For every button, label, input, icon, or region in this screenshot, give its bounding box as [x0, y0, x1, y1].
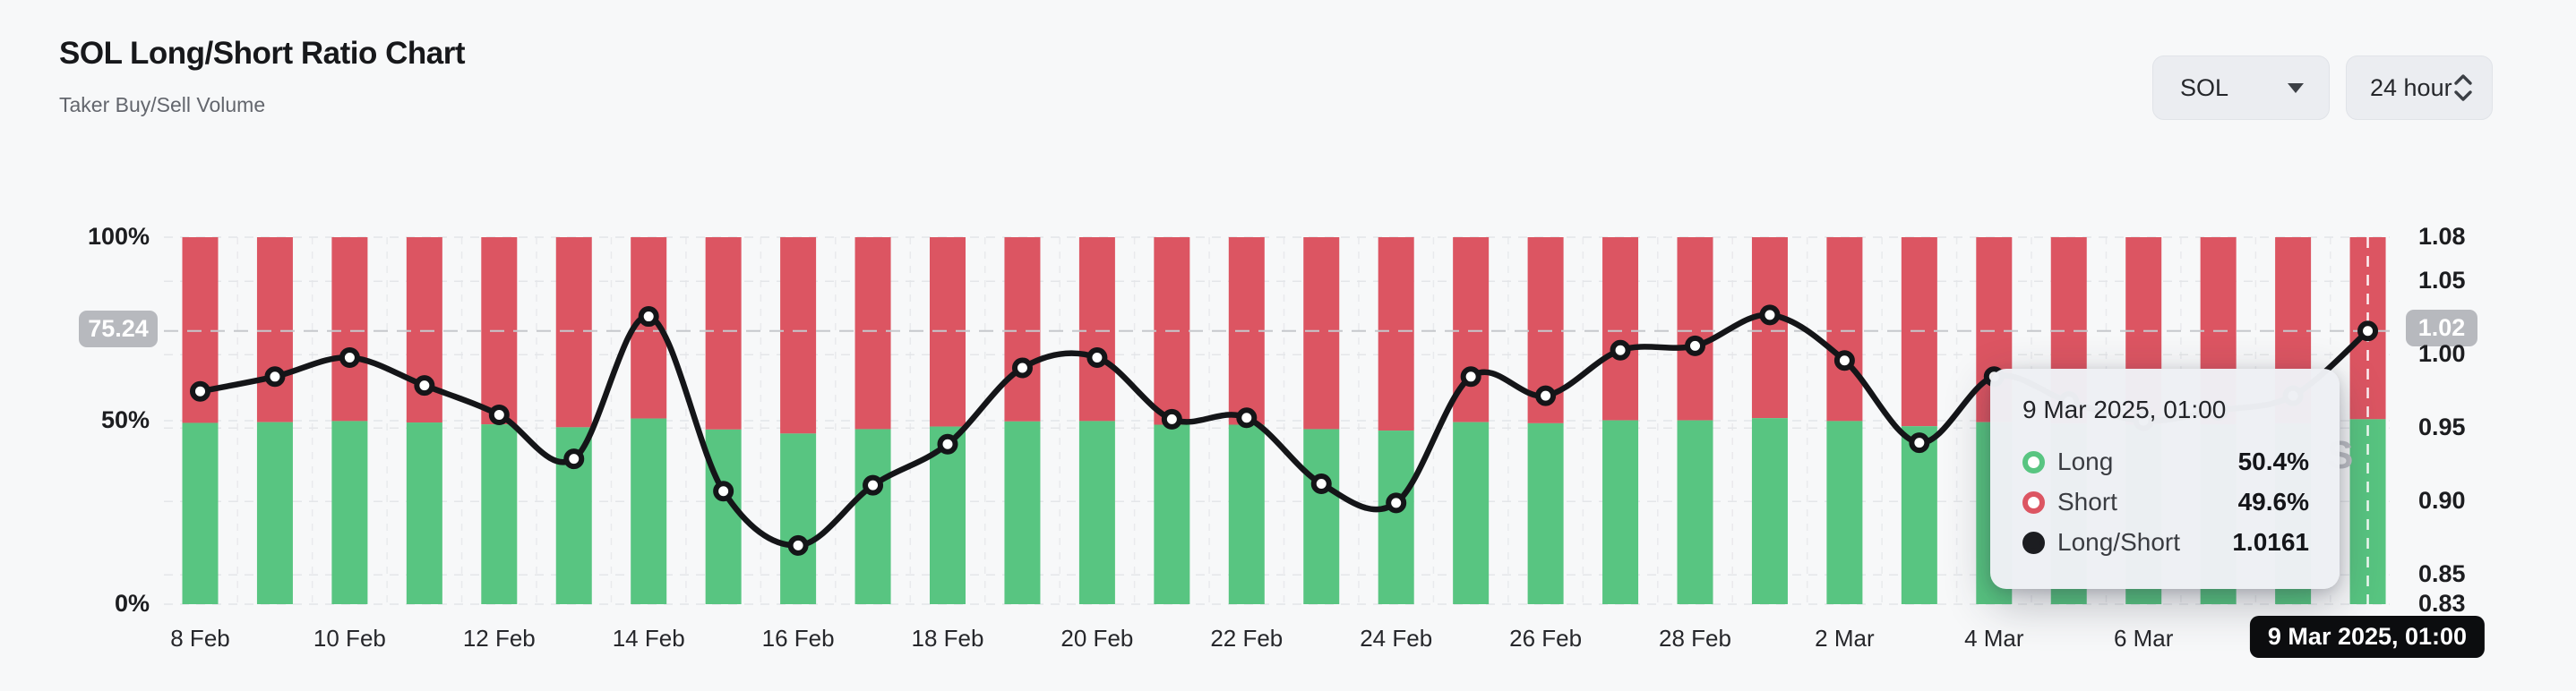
symbol-select[interactable]: SOL	[2152, 55, 2330, 120]
bar-short-segment[interactable]	[1303, 237, 1340, 430]
bar-long-segment[interactable]	[331, 421, 368, 604]
bar-short-segment[interactable]	[705, 237, 742, 430]
tooltip-date: 9 Mar 2025, 01:00	[2022, 396, 2227, 423]
bar-long-segment[interactable]	[1602, 420, 1639, 604]
tooltip-series-label: Short	[2057, 488, 2117, 516]
crosshair-date-badge: 9 Mar 2025, 01:00	[2249, 616, 2486, 658]
bar-short-segment[interactable]	[1677, 237, 1713, 421]
bar-long-segment[interactable]	[1078, 421, 1115, 604]
bar-short-segment[interactable]	[854, 237, 891, 430]
bar-short-segment[interactable]	[1751, 237, 1788, 419]
series-dot-icon	[2022, 531, 2045, 554]
bar-long-segment[interactable]	[930, 426, 966, 604]
line-point[interactable]	[1011, 357, 1033, 379]
bar-short-segment[interactable]	[256, 237, 293, 422]
line-point[interactable]	[1685, 335, 1705, 356]
bar-short-segment[interactable]	[331, 237, 368, 422]
line-point[interactable]	[787, 534, 809, 556]
page-title: SOL Long/Short Ratio Chart	[59, 36, 466, 71]
bar-short-segment[interactable]	[1004, 237, 1041, 422]
series-ring-icon	[2022, 491, 2045, 514]
bar-long-segment[interactable]	[256, 422, 293, 604]
tooltip-series-value: 1.0161	[2232, 528, 2309, 556]
interval-select-value: 24 hour	[2370, 73, 2452, 101]
line-point[interactable]	[1236, 407, 1258, 429]
line-point[interactable]	[1086, 346, 1108, 368]
tooltip-series-label: Long/Short	[2057, 528, 2180, 556]
page-subtitle: Taker Buy/Sell Volume	[59, 93, 266, 116]
line-point[interactable]	[1909, 432, 1930, 454]
line-point[interactable]	[563, 448, 585, 470]
line-point[interactable]	[863, 474, 884, 496]
bar-long-segment[interactable]	[1378, 431, 1414, 604]
tooltip-series-value: 49.6%	[2237, 488, 2309, 516]
interval-select[interactable]: 24 hour	[2346, 55, 2493, 120]
chevron-down-icon	[2288, 82, 2304, 93]
line-point[interactable]	[1460, 366, 1481, 388]
bar-long-segment[interactable]	[1527, 422, 1564, 604]
bar-short-segment[interactable]	[1078, 237, 1115, 422]
line-point[interactable]	[264, 366, 286, 388]
bar-long-segment[interactable]	[1677, 420, 1713, 604]
bar-long-segment[interactable]	[1453, 422, 1490, 604]
symbol-select-value: SOL	[2180, 73, 2229, 101]
tooltip-series-label: Long	[2057, 448, 2114, 475]
bar-short-segment[interactable]	[1378, 237, 1414, 431]
bar-long-segment[interactable]	[1004, 421, 1041, 604]
line-point[interactable]	[1310, 473, 1332, 495]
tooltip-row: Short 49.6%	[2022, 488, 2309, 516]
line-point[interactable]	[1610, 339, 1631, 361]
bar-long-segment[interactable]	[1901, 426, 1937, 604]
bar-short-segment[interactable]	[780, 237, 817, 434]
line-point[interactable]	[488, 404, 510, 425]
tooltip-row: Long 50.4%	[2022, 448, 2309, 476]
line-point[interactable]	[1535, 385, 1557, 406]
line-point[interactable]	[937, 433, 958, 455]
bar-long-segment[interactable]	[406, 422, 442, 604]
line-point[interactable]	[1386, 492, 1407, 514]
crosshair-left-value-badge: 75.24	[79, 311, 158, 347]
bar-long-segment[interactable]	[1303, 429, 1340, 604]
bar-short-segment[interactable]	[555, 237, 592, 428]
bar-long-segment[interactable]	[705, 429, 742, 604]
line-point[interactable]	[1161, 408, 1182, 430]
bar-short-segment[interactable]	[1826, 237, 1863, 422]
chevron-up-down-icon	[2452, 72, 2474, 104]
line-point[interactable]	[190, 380, 210, 402]
bar-long-segment[interactable]	[854, 429, 891, 604]
bar-long-segment[interactable]	[481, 424, 518, 604]
bar-long-segment[interactable]	[1154, 424, 1190, 604]
line-point[interactable]	[638, 306, 659, 328]
tooltip-rows: Long 50.4% Short 49.6% Long/Short 1.0161	[2022, 448, 2309, 557]
crosshair-right-value-badge: 1.02	[2406, 310, 2477, 346]
bar-long-segment[interactable]	[631, 418, 667, 604]
line-point[interactable]	[1759, 304, 1781, 326]
line-point[interactable]	[1833, 350, 1855, 371]
tooltip-series-value: 50.4%	[2237, 448, 2309, 475]
bar-long-segment[interactable]	[1228, 424, 1265, 604]
tooltip-row: Long/Short 1.0161	[2022, 528, 2309, 557]
bar-long-segment[interactable]	[1826, 421, 1863, 604]
bar-short-segment[interactable]	[1602, 237, 1639, 421]
bar-long-segment[interactable]	[1751, 418, 1788, 604]
line-point[interactable]	[2357, 320, 2379, 342]
series-ring-icon	[2022, 450, 2045, 473]
chart-tooltip: 9 Mar 2025, 01:00 Long 50.4% Short 49.6% Lon…	[1990, 369, 2340, 589]
bar-long-segment[interactable]	[182, 422, 219, 604]
line-point[interactable]	[339, 346, 360, 368]
line-point[interactable]	[713, 481, 734, 502]
line-point[interactable]	[414, 375, 435, 397]
bar-long-segment[interactable]	[780, 433, 817, 604]
